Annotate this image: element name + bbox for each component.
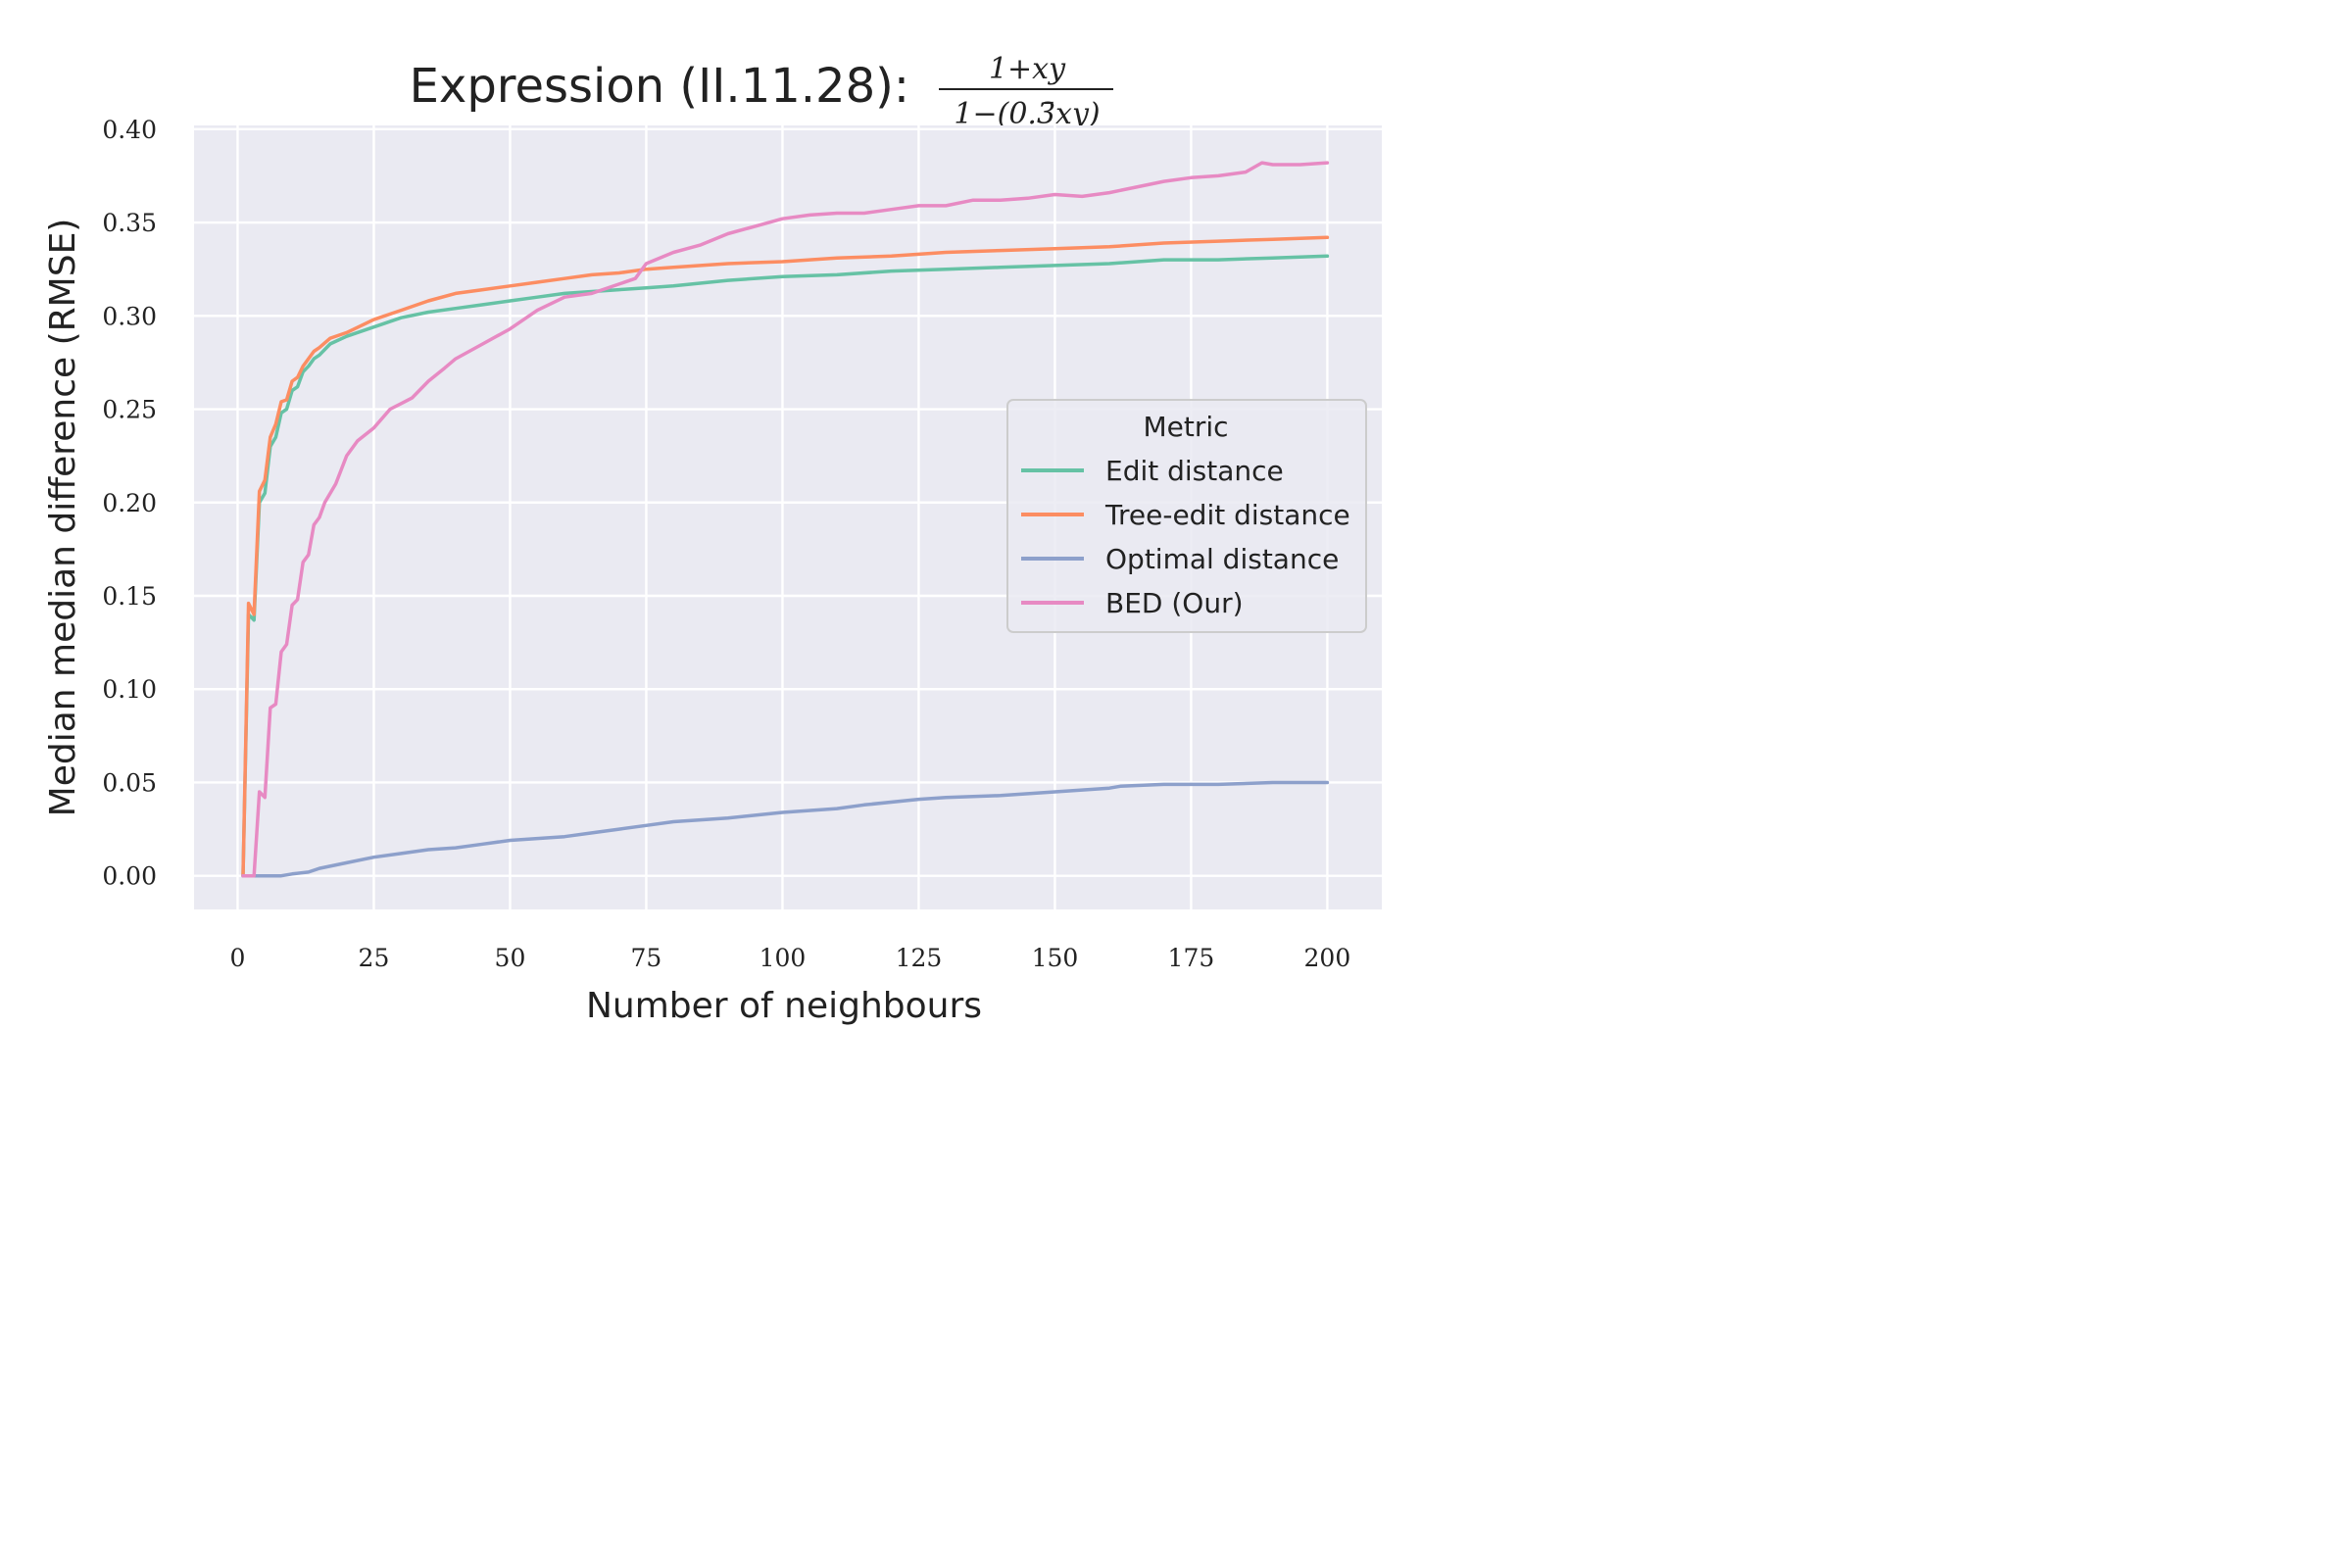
formula-numerator: 1+xy [989, 52, 1066, 86]
y-tick-label: 0.20 [102, 489, 157, 517]
series-line-1 [241, 235, 1330, 878]
legend-box [1006, 399, 1367, 633]
series-lines [241, 161, 1330, 878]
legend-label-2: Optimal distance [1105, 543, 1339, 575]
y-tick-labels: 0.00 0.05 0.10 0.15 0.20 0.25 0.30 0.35 0.40 [102, 116, 157, 891]
y-tick-label: 0.25 [102, 396, 157, 424]
y-tick-label: 0.30 [102, 302, 157, 330]
x-tick-label: 150 [1032, 944, 1079, 972]
x-tick-label: 175 [1168, 944, 1215, 972]
x-axis-label: Number of neighbours [586, 986, 982, 1025]
y-axis-label: Median median difference (RMSE) [43, 219, 83, 817]
x-tick-labels: 0 25 50 75 100 125 150 175 200 [230, 944, 1351, 972]
series-line-0 [241, 254, 1330, 878]
legend-label-3: BED (Our) [1105, 587, 1244, 619]
chart-title: Expression (II.11.28): [410, 59, 909, 114]
legend: Metric Edit distance Tree-edit distance Op… [1006, 399, 1367, 633]
x-tick-label: 75 [631, 944, 662, 972]
x-tick-label: 100 [760, 944, 807, 972]
y-tick-label: 0.00 [102, 862, 157, 891]
x-tick-label: 25 [359, 944, 390, 972]
y-tick-label: 0.15 [102, 582, 157, 611]
x-tick-label: 200 [1304, 944, 1351, 972]
series-line-2 [241, 780, 1330, 878]
y-tick-label: 0.05 [102, 768, 157, 797]
x-tick-label: 50 [495, 944, 526, 972]
legend-title: Metric [1143, 411, 1228, 443]
x-tick-label: 0 [230, 944, 246, 972]
legend-label-0: Edit distance [1105, 455, 1284, 487]
title-formula: 1+xy 1−(0.3̄xy) [939, 52, 1113, 131]
y-tick-label: 0.10 [102, 675, 157, 704]
x-tick-label: 125 [896, 944, 943, 972]
series-line-3 [241, 161, 1330, 878]
y-tick-label: 0.40 [102, 116, 157, 144]
y-tick-label: 0.35 [102, 209, 157, 237]
chart: Expression (II.11.28): 1+xy 1−(0.3̄xy) 0… [43, 52, 1382, 1025]
legend-label-1: Tree-edit distance [1104, 499, 1350, 531]
